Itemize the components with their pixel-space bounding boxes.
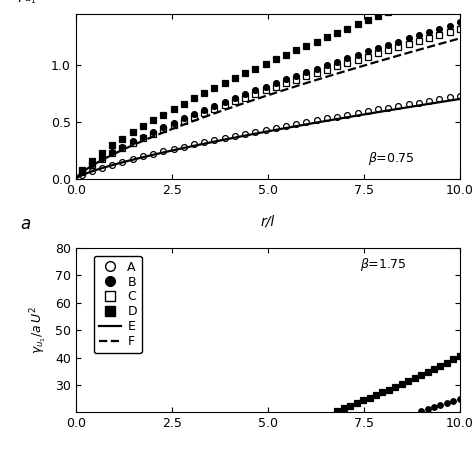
Text: r/l: r/l bbox=[261, 215, 275, 229]
Text: a: a bbox=[21, 215, 31, 233]
Text: $\beta$=1.75: $\beta$=1.75 bbox=[360, 256, 406, 273]
Y-axis label: $\gamma_{u_1}/a\,U^2$: $\gamma_{u_1}/a\,U^2$ bbox=[29, 306, 49, 354]
Text: $\beta$=0.75: $\beta$=0.75 bbox=[367, 150, 414, 167]
Legend: A, B, C, D, E, F: A, B, C, D, E, F bbox=[93, 256, 142, 353]
Text: $\gamma_{u_1}$: $\gamma_{u_1}$ bbox=[15, 0, 37, 6]
